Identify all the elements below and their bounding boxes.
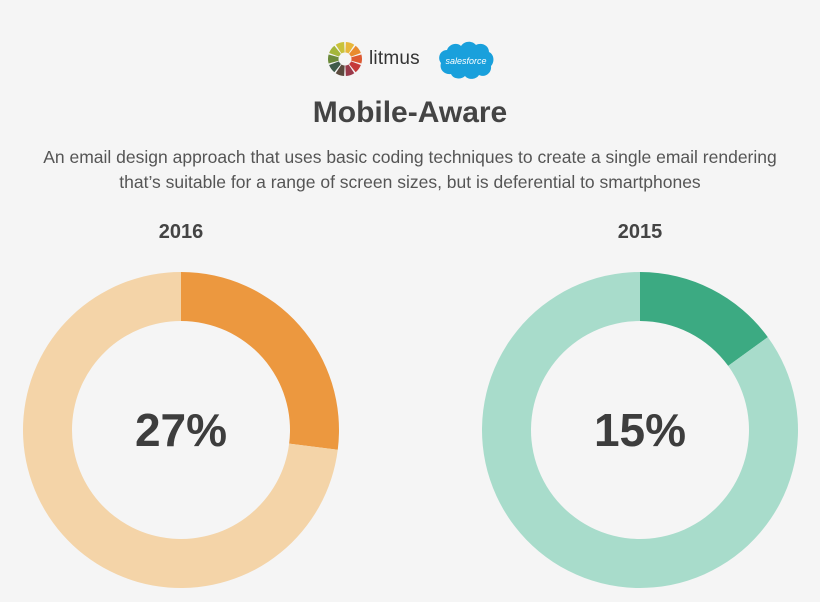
- donut-chart-2016: 27%: [21, 270, 341, 590]
- litmus-wheel-segment: [335, 64, 345, 76]
- litmus-logo-icon: [328, 42, 362, 76]
- litmus-wheel-segment: [345, 64, 355, 76]
- salesforce-logo-icon: salesforce: [439, 41, 494, 79]
- litmus-wheel-segment: [328, 54, 339, 64]
- litmus-wheel-segment: [329, 61, 341, 73]
- description-line-1: An email design approach that uses basic…: [43, 147, 777, 167]
- litmus-wheel-segment: [349, 61, 361, 73]
- 2015-slice-0: [640, 272, 768, 366]
- litmus-wheel-segment: [329, 45, 341, 57]
- 2016-slice-1: [22, 272, 338, 588]
- chart-2015-title: 2015: [617, 221, 663, 243]
- description: An email design approach that uses basic…: [0, 145, 820, 195]
- description-line-2: that’s suitable for a range of screen si…: [119, 172, 701, 192]
- page-title: Mobile-Aware: [312, 96, 508, 129]
- litmus-wheel-segment: [351, 54, 362, 64]
- percent-label-2015: 15%: [593, 404, 687, 456]
- 2015-slice-1: [482, 272, 798, 588]
- donut-ring-2015: [482, 272, 798, 588]
- chart-2016-title: 2016: [158, 221, 204, 243]
- logo-bar: litmus salesforce: [0, 40, 820, 82]
- litmus-wheel-segment: [345, 42, 355, 54]
- donut-ring-2016: [22, 272, 339, 588]
- salesforce-logo-text: salesforce: [445, 56, 486, 66]
- 2016-slice-0: [181, 272, 339, 450]
- donut-chart-2015: 15%: [480, 270, 800, 590]
- litmus-wheel-segment: [349, 45, 361, 57]
- litmus-wheel-segment: [335, 42, 345, 54]
- litmus-logo-text: litmus: [369, 48, 420, 69]
- percent-label-2016: 27%: [134, 404, 228, 456]
